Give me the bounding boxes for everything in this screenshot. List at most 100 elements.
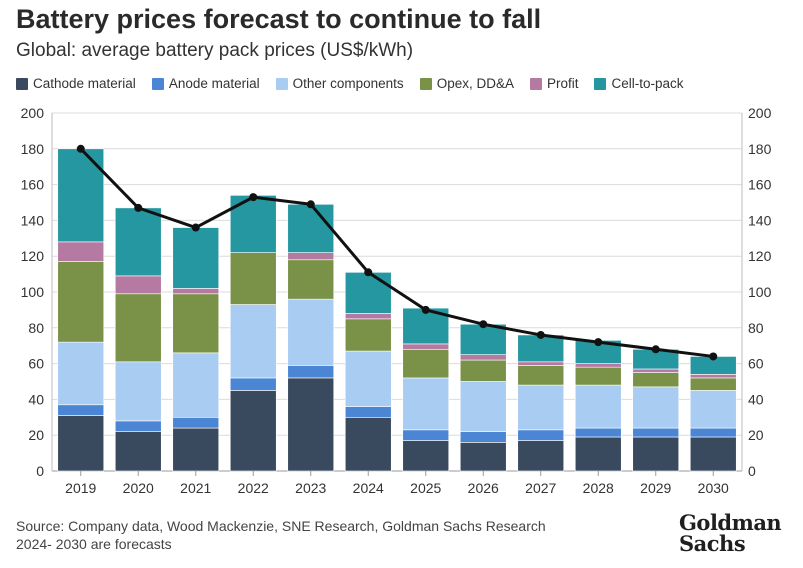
- total-price-point: [421, 305, 430, 314]
- bar-segment-cathode-material: [172, 427, 220, 472]
- total-price-point: [249, 193, 258, 202]
- legend-swatch: [419, 77, 432, 90]
- bar-segment-opex-dd-a: [574, 366, 622, 386]
- bar-segment-profit: [517, 361, 565, 366]
- total-price-point: [479, 320, 488, 329]
- bar-segment-anode-material: [344, 406, 392, 418]
- bar-segment-opex-dd-a: [459, 359, 507, 382]
- y-tick-label-left: 120: [21, 248, 45, 264]
- bar-segment-cell-to-pack: [517, 334, 565, 363]
- total-price-point: [709, 352, 718, 361]
- bar-segment-opex-dd-a: [402, 348, 450, 379]
- x-tick-label: 2025: [410, 480, 441, 496]
- legend-item: Cell-to-pack: [594, 76, 684, 91]
- y-tick-label-right: 140: [748, 212, 772, 228]
- bar-segment-opex-dd-a: [57, 261, 105, 343]
- legend-swatch: [16, 77, 28, 90]
- y-tick-label-right: 0: [748, 463, 756, 479]
- y-tick-label-left: 180: [21, 141, 45, 157]
- source-note: Source: Company data, Wood Mackenzie, SN…: [16, 518, 546, 534]
- bar-segment-opex-dd-a: [632, 372, 680, 388]
- bar-segment-profit: [287, 252, 335, 261]
- bar-segment-profit: [114, 275, 162, 295]
- y-tick-label-left: 20: [28, 427, 44, 443]
- y-tick-label-right: 100: [748, 284, 772, 300]
- x-tick-label: 2030: [698, 480, 729, 496]
- total-price-point: [651, 345, 660, 354]
- legend-item: Anode material: [151, 76, 260, 91]
- bar-segment-anode-material: [114, 420, 162, 432]
- total-price-point: [134, 203, 143, 212]
- y-tick-label-right: 200: [748, 105, 772, 121]
- legend-item: Other components: [275, 76, 404, 91]
- bar-segment-cell-to-pack: [114, 207, 162, 277]
- bar-segment-cathode-material: [574, 436, 622, 472]
- bar-segment-opex-dd-a: [517, 365, 565, 386]
- bar-segment-other-components: [517, 384, 565, 431]
- y-tick-label-right: 20: [748, 427, 764, 443]
- forecast-note: 2024- 2030 are forecasts: [16, 536, 172, 552]
- x-tick-label: 2027: [525, 480, 556, 496]
- total-price-point: [536, 330, 545, 339]
- bar-segment-cell-to-pack: [57, 148, 105, 243]
- bar-segment-other-components: [172, 352, 220, 418]
- legend-item: Profit: [529, 76, 578, 91]
- bar-segment-anode-material: [689, 427, 737, 438]
- bar-segment-other-components: [632, 386, 680, 429]
- legend-swatch: [594, 77, 607, 90]
- x-tick-label: 2020: [123, 480, 154, 496]
- bar-segment-profit: [402, 343, 450, 350]
- bar-segment-cathode-material: [57, 415, 105, 472]
- bar-segment-opex-dd-a: [172, 293, 220, 354]
- bar-segment-other-components: [459, 381, 507, 432]
- x-tick-label: 2024: [353, 480, 384, 496]
- legend-label: Other components: [292, 76, 404, 91]
- y-tick-label-left: 60: [28, 356, 44, 372]
- bar-segment-opex-dd-a: [689, 377, 737, 391]
- legend-swatch: [151, 77, 164, 90]
- bar-segment-other-components: [574, 384, 622, 429]
- y-tick-label-left: 200: [21, 105, 45, 121]
- total-price-line: [79, 147, 714, 358]
- bar-segment-cathode-material: [689, 436, 737, 472]
- bar-segment-cell-to-pack: [287, 203, 335, 253]
- bar-segment-anode-material: [459, 431, 507, 443]
- y-tick-label-right: 120: [748, 248, 772, 264]
- bar-segment-anode-material: [57, 404, 105, 416]
- bar-segment-cell-to-pack: [172, 227, 220, 289]
- bar-segment-anode-material: [517, 429, 565, 441]
- legend-label: Cell-to-pack: [611, 76, 684, 91]
- bar-segment-anode-material: [287, 365, 335, 379]
- bar-segment-other-components: [57, 341, 105, 406]
- bar-segment-other-components: [114, 361, 162, 422]
- bar-segment-profit: [57, 241, 105, 262]
- legend-label: Opex, DD&A: [436, 76, 514, 91]
- bar-segment-cell-to-pack: [344, 272, 392, 314]
- chart-footer: Source: Company data, Wood Mackenzie, SN…: [16, 517, 546, 553]
- y-tick-label-right: 80: [748, 320, 764, 336]
- legend-item: Opex, DD&A: [419, 76, 514, 91]
- bar-segment-profit: [689, 374, 737, 379]
- y-tick-label-right: 40: [748, 391, 764, 407]
- bar-segment-anode-material: [632, 427, 680, 438]
- bar-segment-other-components: [402, 377, 450, 431]
- bar-segment-anode-material: [574, 427, 622, 438]
- y-tick-label-left: 80: [28, 320, 44, 336]
- bar-segment-cathode-material: [402, 440, 450, 472]
- bar-segment-other-components: [229, 304, 277, 379]
- legend-label: Cathode material: [33, 76, 136, 91]
- y-tick-label-left: 0: [36, 463, 44, 479]
- bar-segment-profit: [632, 368, 680, 373]
- y-tick-label-left: 140: [21, 212, 45, 228]
- bar-segment-opex-dd-a: [287, 259, 335, 300]
- chart-subtitle: Global: average battery pack prices (US$…: [16, 40, 414, 61]
- x-tick-label: 2023: [295, 480, 326, 496]
- legend-swatch: [275, 77, 288, 90]
- bar-segment-cathode-material: [459, 442, 507, 472]
- bar-segment-opex-dd-a: [344, 318, 392, 352]
- y-tick-label-right: 160: [748, 177, 772, 193]
- legend-swatch: [529, 77, 542, 90]
- bar-segment-other-components: [287, 298, 335, 366]
- x-tick-label: 2028: [583, 480, 614, 496]
- legend-label: Anode material: [168, 76, 260, 91]
